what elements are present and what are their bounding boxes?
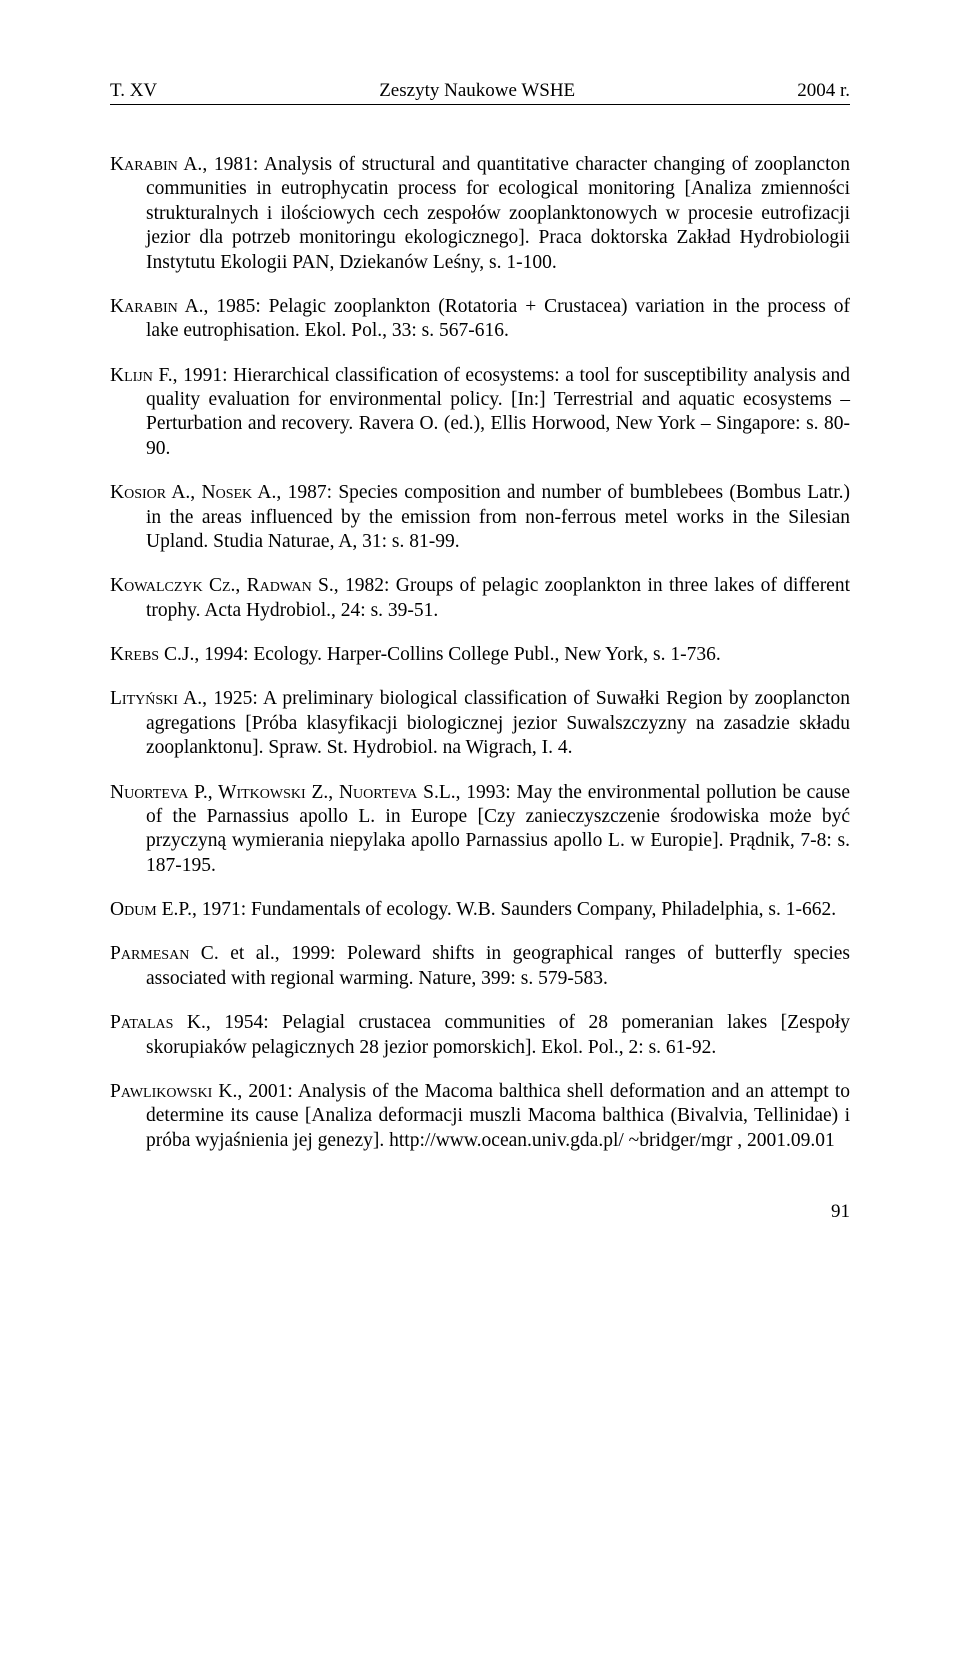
reference-author: Krebs C.J. xyxy=(110,644,194,665)
reference-author: Karabin A. xyxy=(110,296,204,317)
page-number: 91 xyxy=(110,1201,850,1223)
reference-text: , 1971: Fundamentals of ecology. W.B. Sa… xyxy=(192,899,836,920)
reference-text: , 1981: Analysis of structural and quant… xyxy=(146,154,850,273)
reference-entry: Klijn F., 1991: Hierarchical classificat… xyxy=(110,364,850,462)
reference-entry: Kowalczyk Cz., Radwan S., 1982: Groups o… xyxy=(110,574,850,623)
reference-entry: Lityński A., 1925: A preliminary biologi… xyxy=(110,687,850,760)
reference-text: , 2001: Analysis of the Macoma balthica … xyxy=(146,1081,850,1151)
reference-author: Kosior A., Nosek A. xyxy=(110,482,276,503)
header-journal-title: Zeszyty Naukowe WSHE xyxy=(379,80,575,102)
reference-entry: Odum E.P., 1971: Fundamentals of ecology… xyxy=(110,898,850,922)
reference-author: Nuorteva P., Witkowski Z., Nuorteva S.L. xyxy=(110,782,456,803)
reference-text: , 1985: Pelagic zooplankton (Rotatoria +… xyxy=(146,296,850,341)
page-header: T. XV Zeszyty Naukowe WSHE 2004 r. xyxy=(110,80,850,102)
reference-entry: Krebs C.J., 1994: Ecology. Harper-Collin… xyxy=(110,643,850,667)
header-year: 2004 r. xyxy=(797,80,850,102)
references-list: Karabin A., 1981: Analysis of structural… xyxy=(110,153,850,1153)
reference-entry: Nuorteva P., Witkowski Z., Nuorteva S.L.… xyxy=(110,781,850,879)
reference-author: Pawlikowski K. xyxy=(110,1081,237,1102)
reference-entry: Karabin A., 1985: Pelagic zooplankton (R… xyxy=(110,295,850,344)
reference-entry: Patalas K., 1954: Pelagial crustacea com… xyxy=(110,1011,850,1060)
reference-author: Karabin A. xyxy=(110,154,202,175)
reference-text: , 1994: Ecology. Harper-Collins College … xyxy=(194,644,720,665)
reference-entry: Pawlikowski K., 2001: Analysis of the Ma… xyxy=(110,1080,850,1153)
reference-author: Lityński A. xyxy=(110,688,202,709)
reference-author: Patalas K. xyxy=(110,1012,206,1033)
reference-entry: Kosior A., Nosek A., 1987: Species compo… xyxy=(110,481,850,554)
reference-text: , 1991: Hierarchical classification of e… xyxy=(146,365,850,459)
reference-author: Kowalczyk Cz., Radwan S. xyxy=(110,575,334,596)
header-volume: T. XV xyxy=(110,80,157,102)
reference-text: , 1925: A preliminary biological classif… xyxy=(146,688,850,758)
reference-text: , 1954: Pelagial crustacea communities o… xyxy=(146,1012,850,1057)
reference-entry: Karabin A., 1981: Analysis of structural… xyxy=(110,153,850,275)
reference-text: et al., 1999: Poleward shifts in geograp… xyxy=(146,943,850,988)
reference-entry: Parmesan C. et al., 1999: Poleward shift… xyxy=(110,942,850,991)
reference-author: Parmesan C. xyxy=(110,943,219,964)
header-divider xyxy=(110,104,850,105)
reference-author: Klijn F. xyxy=(110,365,173,386)
reference-author: Odum E.P. xyxy=(110,899,192,920)
